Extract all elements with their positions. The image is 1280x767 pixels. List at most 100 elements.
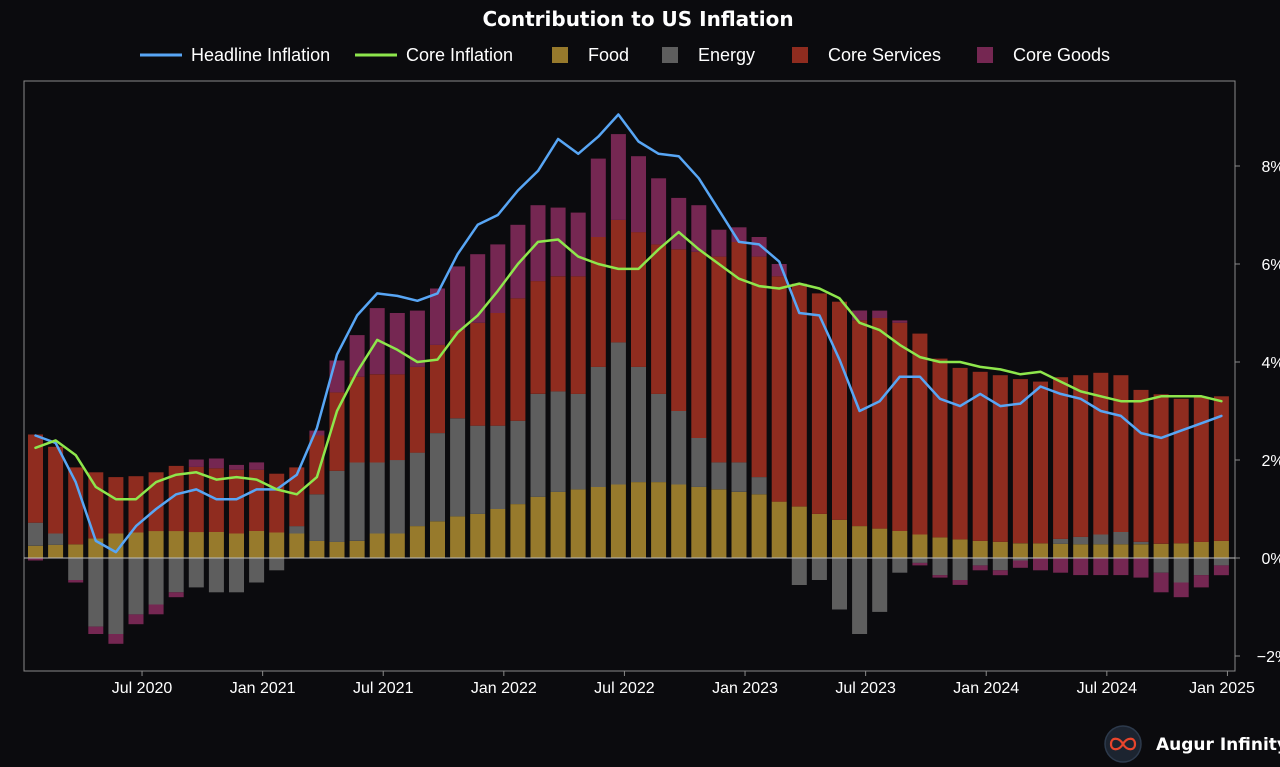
bar-energy-2021-05	[349, 462, 365, 541]
bar-core-services-2022-07	[631, 232, 646, 367]
bar-core-services-2020-12	[249, 469, 265, 531]
bar-core-services-2023-02	[771, 276, 787, 502]
bar-core-goods-2023-10	[932, 575, 948, 578]
bar-core-services-2020-09	[188, 466, 204, 533]
bar-energy-2023-12	[972, 558, 988, 566]
bar-energy-2023-05	[832, 558, 847, 610]
legend-swatch-food	[552, 47, 568, 63]
bar-core-goods-2022-11	[711, 229, 727, 257]
bar-core-services-2020-01	[28, 434, 43, 523]
bar-food-2024-11	[1193, 541, 1209, 558]
bar-food-2020-03	[68, 544, 84, 558]
bar-core-services-2022-10	[691, 251, 707, 438]
bar-core-services-2021-09	[430, 344, 445, 434]
bar-energy-2021-02	[289, 526, 305, 534]
bar-core-services-2024-02	[1012, 379, 1028, 544]
bar-core-services-2022-09	[671, 249, 687, 411]
bar-core-goods-2021-07	[389, 313, 405, 375]
bar-core-goods-2020-08	[168, 592, 184, 598]
bar-energy-2024-02	[1012, 558, 1028, 561]
x-tick-label: Jul 2024	[1077, 680, 1138, 697]
bar-food-2022-01	[510, 504, 526, 558]
bar-core-services-2020-05	[108, 477, 124, 534]
bar-energy-2022-09	[671, 411, 687, 485]
bar-core-services-2021-04	[329, 392, 345, 471]
bar-energy-2023-09	[912, 558, 928, 563]
bar-core-goods-2022-12	[731, 227, 747, 242]
bar-energy-2023-08	[892, 558, 908, 573]
bar-core-services-2021-08	[409, 366, 425, 453]
bar-core-services-2021-12	[490, 313, 506, 426]
bar-food-2024-01	[992, 541, 1008, 558]
bar-core-services-2023-08	[892, 322, 908, 531]
bar-food-2023-06	[852, 526, 868, 558]
bar-core-goods-2024-01	[992, 570, 1008, 576]
bar-core-services-2022-11	[711, 256, 727, 463]
bar-core-services-2024-06	[1093, 372, 1109, 535]
bar-core-services-2022-05	[590, 237, 606, 367]
bar-core-goods-2022-04	[570, 212, 586, 277]
bar-food-2020-07	[148, 531, 164, 558]
bar-energy-2020-09	[188, 558, 204, 588]
legend-swatch-energy	[662, 47, 678, 63]
bar-food-2022-09	[671, 484, 687, 558]
chart-title: Contribution to US Inflation	[482, 7, 793, 31]
legend: Headline Inflation Core Inflation Food Ener…	[140, 45, 1110, 65]
bar-energy-2023-04	[811, 558, 827, 580]
bar-food-2020-11	[229, 533, 244, 558]
bar-food-2021-11	[470, 513, 486, 558]
bar-energy-2020-10	[208, 558, 224, 593]
bar-energy-2021-08	[409, 452, 425, 527]
bar-core-services-2024-11	[1193, 397, 1209, 542]
bar-core-services-2021-10	[450, 330, 466, 419]
x-tick-label: Jul 2020	[112, 680, 173, 697]
bar-food-2021-04	[329, 541, 345, 558]
bar-energy-2022-11	[711, 462, 727, 490]
bar-core-services-2023-12	[972, 371, 988, 541]
bar-food-2024-05	[1073, 544, 1089, 558]
bar-energy-2022-02	[530, 393, 546, 497]
bar-energy-2024-01	[992, 558, 1008, 571]
plot-frame	[23, 80, 1236, 672]
bar-energy-2021-06	[369, 462, 385, 534]
bar-core-services-2021-03	[309, 435, 325, 495]
bar-energy-2021-01	[269, 558, 285, 571]
bar-food-2024-09	[1153, 543, 1169, 558]
bar-core-goods-2023-11	[952, 580, 968, 585]
bar-energy-2022-06	[610, 342, 626, 485]
y-tick-label: 8%	[1261, 159, 1280, 176]
bar-core-goods-2020-03	[68, 580, 84, 583]
bar-core-services-2024-10	[1173, 398, 1189, 544]
bar-core-services-2021-01	[269, 473, 285, 533]
bar-food-2024-12	[1213, 540, 1229, 558]
bar-food-2021-09	[430, 521, 445, 559]
bar-energy-2024-09	[1153, 558, 1169, 573]
bar-energy-2020-12	[249, 558, 265, 583]
line-core-inflation	[34, 230, 1223, 501]
x-tick-label: Jan 2021	[230, 680, 296, 697]
bar-energy-2023-07	[872, 558, 888, 612]
bar-food-2021-03	[309, 540, 325, 558]
bar-food-2024-10	[1173, 543, 1189, 558]
bar-core-goods-2024-03	[1033, 558, 1048, 571]
bar-food-2021-06	[369, 533, 385, 558]
bar-core-services-2023-07	[872, 317, 888, 529]
bar-food-2022-05	[590, 486, 606, 558]
legend-label-headline-inflation: Headline Inflation	[191, 45, 330, 65]
bar-energy-2023-11	[952, 558, 968, 580]
bar-core-services-2024-03	[1033, 381, 1048, 544]
bar-food-2021-12	[490, 509, 506, 558]
bar-food-2023-10	[932, 537, 948, 558]
bar-food-2021-01	[269, 532, 285, 558]
bar-food-2023-01	[751, 494, 767, 558]
bar-energy-2024-08	[1133, 541, 1149, 545]
bar-core-services-2021-02	[289, 467, 305, 527]
bar-core-services-2023-03	[791, 283, 807, 507]
bar-energy-2021-10	[450, 418, 466, 517]
bar-core-goods-2024-09	[1153, 572, 1169, 593]
legend-label-core-goods: Core Goods	[1013, 45, 1110, 65]
bar-core-services-2024-05	[1073, 375, 1089, 537]
bar-core-services-2020-08	[168, 465, 184, 532]
bar-food-2020-10	[208, 532, 224, 558]
bar-energy-2024-07	[1113, 532, 1129, 545]
